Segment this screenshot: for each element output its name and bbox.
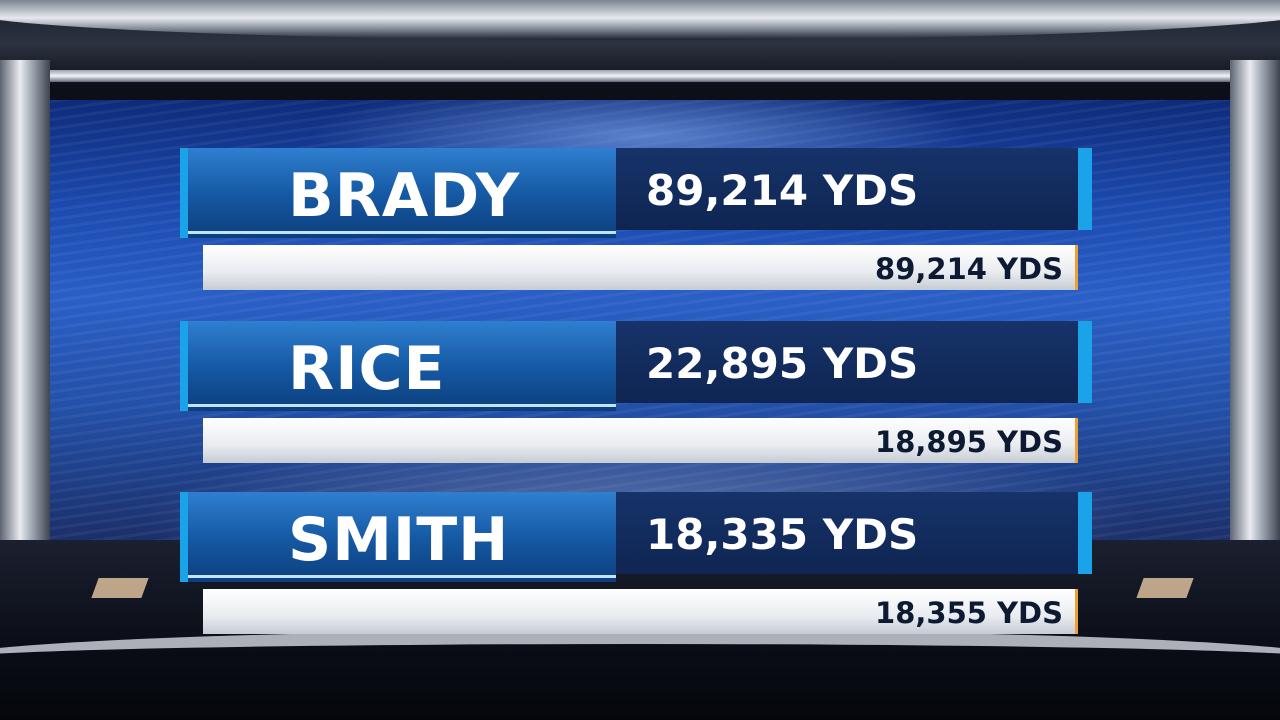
name-panel: SMITH [180, 492, 616, 582]
sub-bar: 18,355 YDS [203, 589, 1078, 634]
player-name: RICE [288, 334, 446, 404]
secondary-yards: 18,355 YDS [875, 596, 1063, 630]
value-panel: 18,335 YDS [616, 492, 1092, 574]
sub-bar: 18,895 YDS [203, 418, 1078, 463]
secondary-yards: 18,895 YDS [875, 425, 1063, 459]
set-pillar [0, 60, 50, 580]
set-pillar [1230, 60, 1280, 580]
primary-yards: 18,335 YDS [646, 510, 919, 559]
set-rail [40, 70, 1240, 82]
primary-yards: 89,214 YDS [646, 166, 919, 215]
stat-row: BRADY 89,214 YDS 89,214 YDS [180, 148, 1092, 298]
player-name: BRADY [288, 161, 521, 231]
primary-yards: 22,895 YDS [646, 339, 919, 388]
stat-row: RICE 22,895 YDS 18,895 YDS [180, 321, 1092, 471]
secondary-yards: 89,214 YDS [875, 252, 1063, 286]
stat-row: SMITH 18,335 YDS 18,355 YDS [180, 492, 1092, 642]
floor-light [1136, 578, 1194, 598]
player-name: SMITH [288, 505, 510, 575]
value-panel: 22,895 YDS [616, 321, 1092, 403]
name-panel: RICE [180, 321, 616, 411]
set-arch [0, 0, 1280, 40]
value-panel: 89,214 YDS [616, 148, 1092, 230]
name-panel: BRADY [180, 148, 616, 238]
floor-light [91, 578, 149, 598]
sub-bar: 89,214 YDS [203, 245, 1078, 290]
